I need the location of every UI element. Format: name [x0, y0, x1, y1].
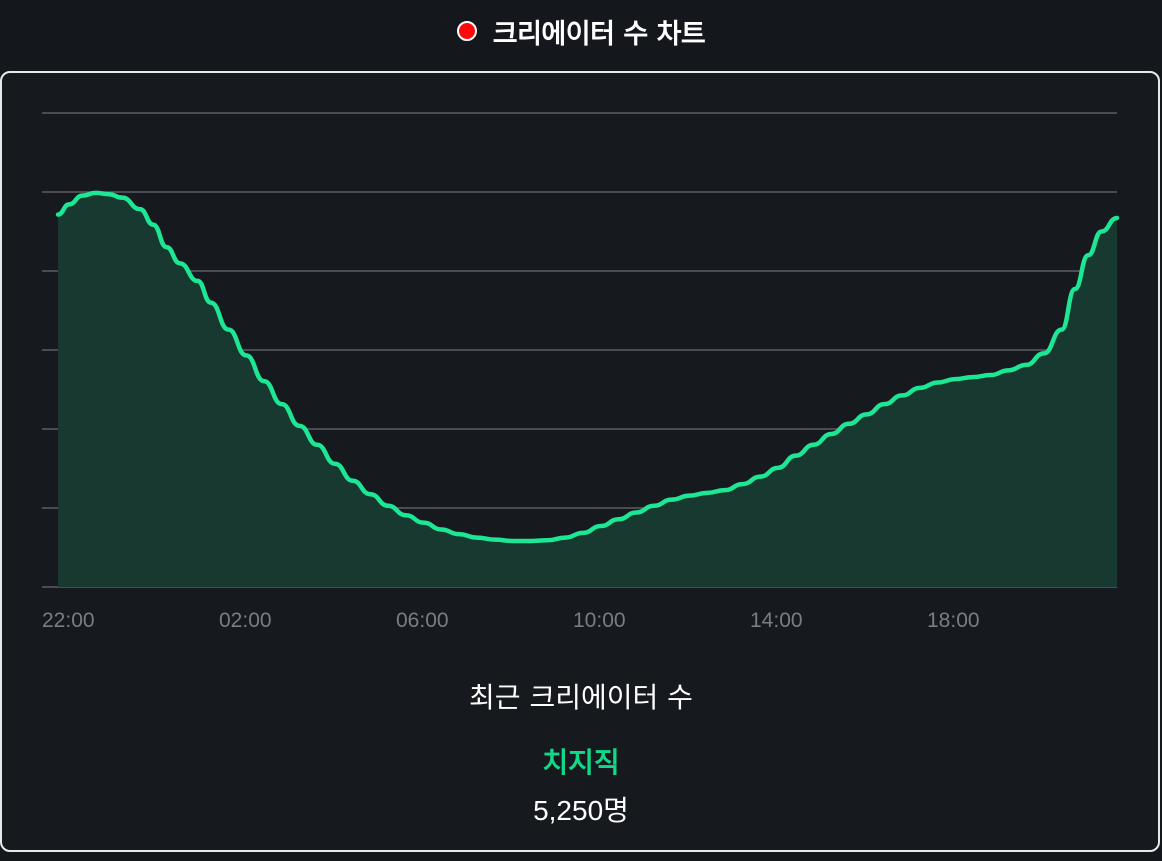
x-tick-label: 02:00 [219, 609, 272, 632]
summary-label: 최근 크리에이터 수 [469, 681, 693, 714]
x-axis-ticks: 22:00 02:00 06:00 10:00 14:00 18:00 [42, 609, 980, 632]
series-line [55, 190, 1120, 544]
x-tick-label: 18:00 [927, 609, 980, 632]
series-area [58, 192, 1117, 587]
x-tick-label: 22:00 [42, 609, 95, 632]
creator-count: 5,250명 [533, 795, 629, 826]
x-tick-label: 10:00 [573, 609, 626, 632]
live-indicator-icon [456, 21, 477, 41]
x-tick-label: 14:00 [750, 609, 803, 632]
x-tick-label: 06:00 [396, 609, 449, 632]
page-title: 크리에이터 수 차트 [492, 18, 706, 50]
area-chart[interactable]: 22:00 02:00 06:00 10:00 14:00 18:00 [2, 73, 1158, 673]
chart-card: 22:00 02:00 06:00 10:00 14:00 18:00 [0, 71, 1160, 852]
channel-name: 치지직 [542, 746, 620, 779]
chart-header: 크리에이터 수 차트 [0, 0, 1162, 62]
